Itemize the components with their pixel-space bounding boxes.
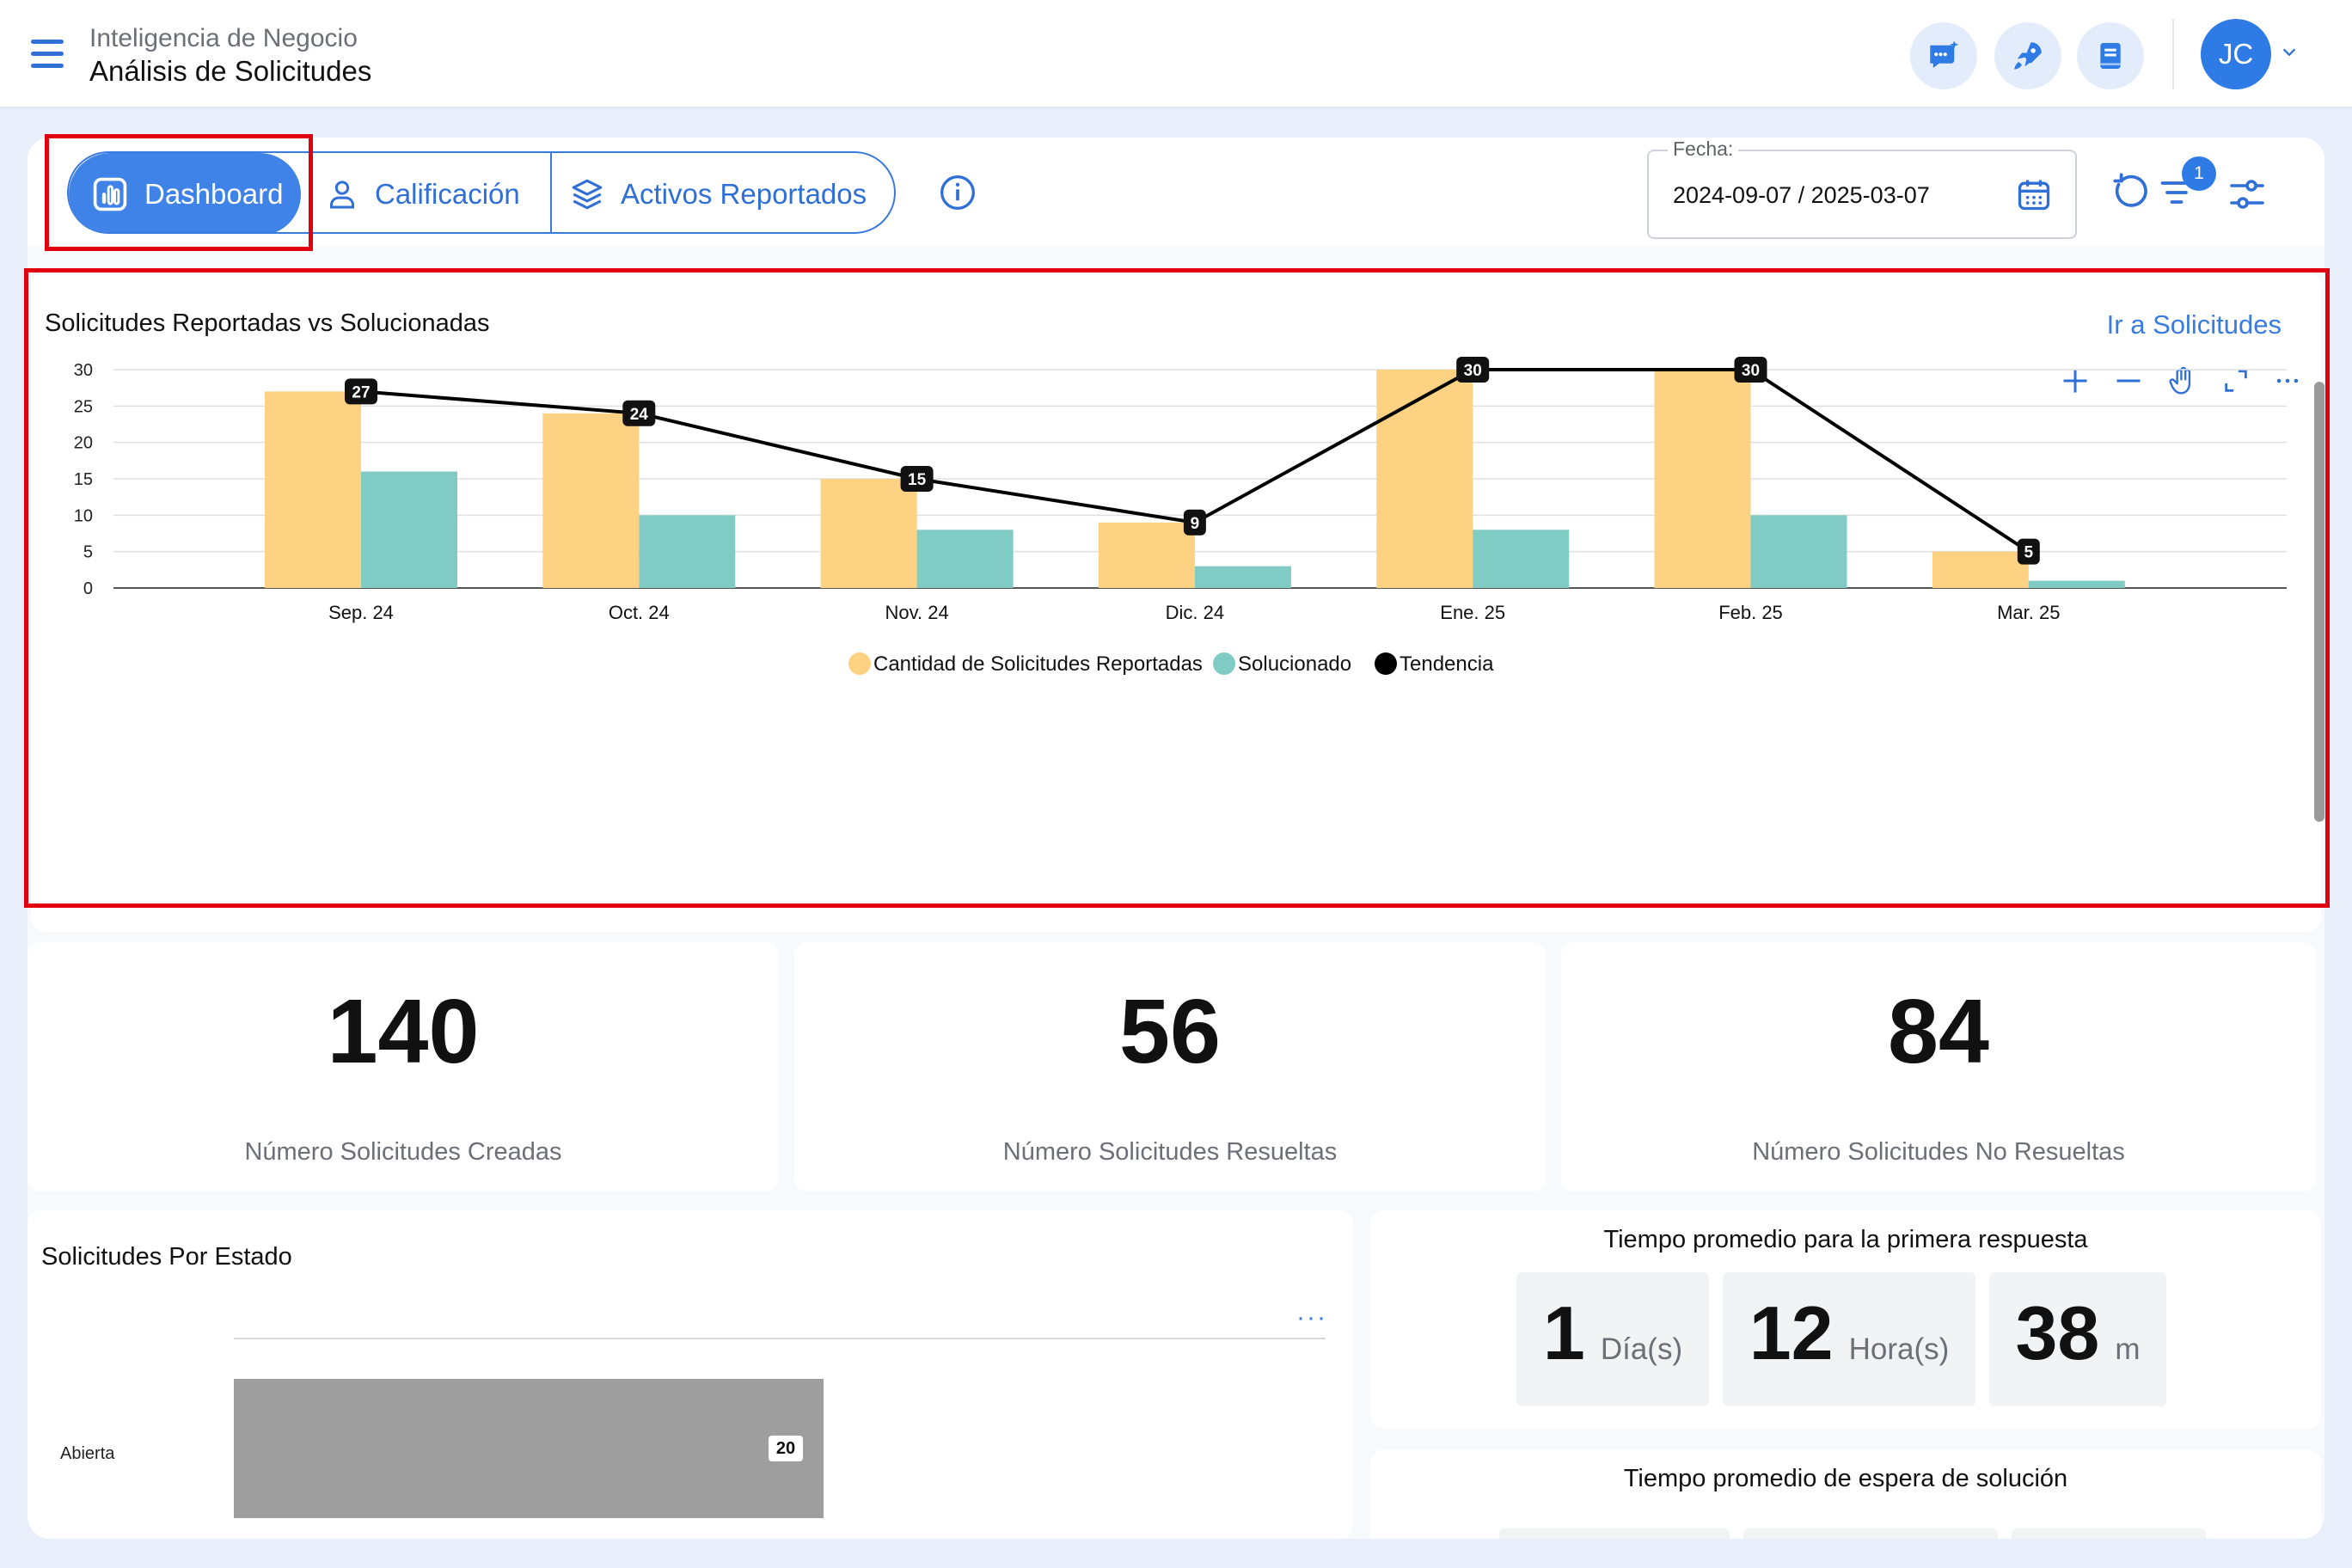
toolbar: Dashboard Calificación Activos Reportado… [28, 138, 2324, 246]
axis-line [234, 1338, 1326, 1339]
zoom-in-icon[interactable] [2060, 365, 2091, 396]
filter-count-badge: 1 [2182, 156, 2216, 191]
refresh-icon[interactable] [2108, 170, 2151, 213]
minutes-unit: m [2115, 1332, 2141, 1366]
solution-wait-card: Tiempo promedio de espera de solución [1370, 1449, 2321, 1539]
stat-label: Número Solicitudes Resueltas [1002, 1138, 1338, 1166]
tab-activos-reportados[interactable]: Activos Reportados [569, 153, 894, 232]
zoom-out-icon[interactable] [2113, 365, 2144, 396]
hours-box: 12 Hora(s) [1723, 1272, 1975, 1406]
stat-value: 56 [1119, 981, 1221, 1082]
status-card-title: Solicitudes Por Estado [41, 1243, 292, 1271]
rocket-icon [2014, 42, 2042, 70]
chevron-down-icon[interactable] [2280, 43, 2299, 62]
chart-bars-icon [93, 177, 127, 211]
stat-label: Número Solicitudes Creadas [244, 1138, 562, 1166]
first-response-card: Tiempo promedio para la primera respuest… [1370, 1210, 2321, 1429]
layers-icon [572, 179, 603, 210]
tab-group: Dashboard Calificación Activos Reportado… [67, 151, 896, 234]
hours-value: 12 [1749, 1290, 1834, 1375]
hours-unit: Hora(s) [1848, 1332, 1950, 1366]
chat-ai-button[interactable] [1910, 22, 1977, 89]
divider [2172, 19, 2174, 89]
docs-button[interactable] [2077, 22, 2144, 89]
stat-card-created: 140 Número Solicitudes Creadas [28, 942, 779, 1191]
go-to-requests-link[interactable]: Ir a Solicitudes [2106, 309, 2282, 340]
chart-title: Solicitudes Reportadas vs Solucionadas [45, 309, 490, 337]
book-icon [2100, 43, 2121, 69]
chart-toolbar [2060, 364, 2302, 397]
tab-label: Activos Reportados [621, 178, 867, 210]
highlight-frame-tab [45, 134, 313, 251]
stat-value: 140 [327, 981, 480, 1082]
date-range-label: Fecha: [1668, 138, 1739, 161]
more-options-icon[interactable] [2273, 366, 2302, 395]
days-value: 1 [1542, 1290, 1585, 1375]
avatar[interactable]: JC [2201, 19, 2271, 89]
page-title: Análisis de Solicitudes [89, 55, 372, 87]
tab-label: Dashboard [144, 178, 284, 210]
solution-wait-title: Tiempo promedio de espera de solución [1623, 1465, 2068, 1492]
calendar-icon[interactable] [2015, 175, 2053, 213]
minutes-box [2012, 1528, 2206, 1539]
rocket-button[interactable] [1994, 22, 2061, 89]
tab-dashboard[interactable]: Dashboard [69, 153, 301, 232]
more-options-icon[interactable]: ··· [1296, 1303, 1327, 1332]
status-bar[interactable] [234, 1379, 824, 1518]
tab-label: Calificación [375, 178, 520, 210]
pan-hand-icon[interactable] [2166, 364, 2199, 397]
sliders-icon[interactable] [2226, 174, 2268, 215]
date-range-value: 2024-09-07 / 2025-03-07 [1673, 182, 1930, 208]
expand-icon[interactable] [2221, 366, 2251, 395]
breadcrumb: Inteligencia de Negocio [89, 24, 358, 52]
info-icon[interactable] [939, 174, 977, 211]
stat-value: 84 [1888, 981, 1989, 1082]
stat-card-resolved: 56 Número Solicitudes Resueltas [794, 942, 1546, 1191]
menu-icon[interactable] [31, 40, 64, 69]
chat-sparkle-icon [1930, 40, 1959, 68]
status-data-label: 20 [769, 1436, 803, 1461]
tab-calificacion[interactable]: Calificación [325, 153, 531, 232]
status-category-label: Abierta [60, 1444, 115, 1463]
stat-label: Número Solicitudes No Resueltas [1752, 1138, 2125, 1166]
days-box: 1 Día(s) [1516, 1272, 1709, 1406]
scrollbar[interactable] [2314, 382, 2324, 822]
top-bar: Inteligencia de Negocio Análisis de Soli… [0, 0, 2352, 108]
minutes-box: 38 m [1989, 1272, 2166, 1406]
highlight-frame-chart [24, 268, 2330, 908]
user-icon [330, 181, 354, 209]
days-unit: Día(s) [1600, 1332, 1683, 1366]
tab-divider [550, 153, 552, 232]
date-range-field[interactable]: 2024-09-07 / 2025-03-07 [1647, 150, 2077, 239]
stat-card-unresolved: 84 Número Solicitudes No Resueltas [1561, 942, 2316, 1191]
hours-box [1743, 1528, 1998, 1539]
days-box [1499, 1528, 1730, 1539]
minutes-value: 38 [2015, 1290, 2100, 1375]
requests-by-status-card: Solicitudes Por Estado ··· Abierta 20 [28, 1210, 1353, 1539]
first-response-title: Tiempo promedio para la primera respuest… [1603, 1226, 2088, 1253]
